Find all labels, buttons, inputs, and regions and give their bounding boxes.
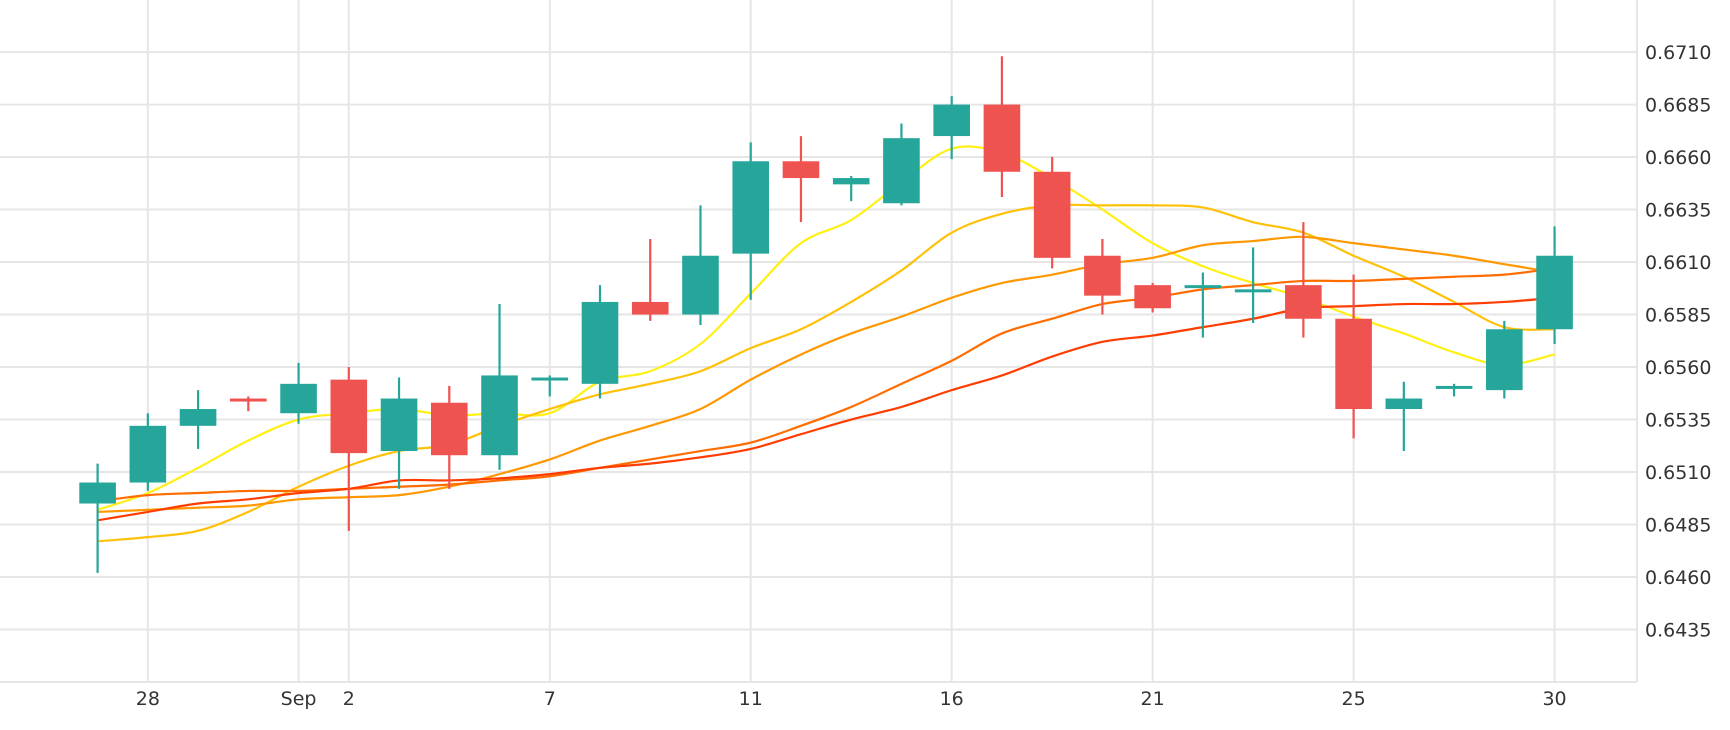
candle-down bbox=[1285, 222, 1322, 338]
candle-body bbox=[1486, 329, 1523, 391]
candle-down bbox=[1335, 274, 1372, 439]
candle-up bbox=[1486, 320, 1523, 399]
candle-body bbox=[581, 301, 619, 384]
y-tick-label: 0.6710 bbox=[1645, 42, 1711, 64]
candle-body bbox=[1084, 255, 1121, 296]
candle-up bbox=[481, 304, 518, 470]
candle-body bbox=[230, 398, 267, 402]
y-tick-label: 0.6635 bbox=[1645, 200, 1711, 222]
x-tick-label: 25 bbox=[1342, 688, 1366, 710]
candle-body bbox=[631, 301, 669, 315]
candle-up bbox=[1536, 226, 1573, 344]
candle-body bbox=[330, 379, 368, 454]
grid bbox=[0, 0, 1638, 683]
candle-down bbox=[782, 136, 820, 223]
candle-body bbox=[1134, 285, 1171, 309]
candle-up bbox=[732, 142, 770, 300]
candle-body bbox=[1536, 255, 1573, 330]
candle-down bbox=[1033, 157, 1071, 269]
candle-up bbox=[129, 413, 167, 491]
x-tick-label: 2 bbox=[343, 688, 355, 710]
candle-up bbox=[79, 463, 116, 573]
candle-up bbox=[682, 205, 719, 326]
x-tick-label: Sep bbox=[281, 688, 317, 710]
candle-body bbox=[79, 482, 116, 504]
candle-up bbox=[832, 175, 870, 202]
candle-body bbox=[531, 377, 569, 381]
candle-body bbox=[933, 104, 970, 137]
candle-body bbox=[1285, 285, 1322, 319]
candle-body bbox=[1435, 385, 1473, 389]
candle-down bbox=[430, 385, 468, 489]
candle-body bbox=[1033, 171, 1071, 258]
candle-body bbox=[1335, 318, 1372, 410]
candle-body bbox=[732, 161, 770, 254]
candle-body bbox=[832, 178, 870, 185]
candle-up bbox=[179, 390, 217, 449]
candle-up bbox=[531, 375, 569, 397]
candle-body bbox=[179, 409, 217, 426]
candle-body bbox=[1385, 398, 1423, 410]
candle-body bbox=[430, 402, 468, 456]
candle-down bbox=[330, 367, 368, 531]
y-tick-label: 0.6560 bbox=[1645, 357, 1711, 379]
x-axis: 28 Sep 2 7 11 16 21 25 30 bbox=[136, 688, 1567, 710]
y-tick-label: 0.6685 bbox=[1645, 95, 1711, 117]
candle-down bbox=[983, 56, 1021, 197]
x-tick-label: 30 bbox=[1542, 688, 1566, 710]
y-tick-label: 0.6585 bbox=[1645, 305, 1711, 327]
x-tick-label: 7 bbox=[544, 688, 556, 710]
candle-up bbox=[1184, 272, 1222, 338]
candle-down bbox=[1084, 238, 1121, 315]
ma-2-line bbox=[97, 203, 1555, 543]
candle-body bbox=[682, 255, 719, 315]
x-tick-label: 28 bbox=[136, 688, 160, 710]
y-tick-label: 0.6460 bbox=[1645, 567, 1711, 589]
ma-3-line bbox=[97, 235, 1555, 514]
candle-down bbox=[230, 396, 267, 412]
y-tick-label: 0.6435 bbox=[1645, 620, 1711, 642]
candle-body bbox=[129, 425, 167, 483]
candle-up bbox=[1234, 247, 1272, 323]
candle-body bbox=[782, 161, 820, 179]
candle-body bbox=[380, 398, 418, 452]
candle-body bbox=[1234, 289, 1272, 293]
candle-up bbox=[1435, 383, 1473, 397]
y-tick-label: 0.6535 bbox=[1645, 410, 1711, 432]
candles bbox=[79, 56, 1573, 573]
candle-up bbox=[380, 377, 418, 489]
candle-body bbox=[280, 383, 317, 414]
candle-down bbox=[631, 238, 669, 321]
candle-up bbox=[280, 362, 317, 424]
y-tick-label: 0.6485 bbox=[1645, 515, 1711, 537]
candle-body bbox=[1184, 285, 1222, 289]
candle-up bbox=[883, 123, 920, 206]
x-tick-label: 11 bbox=[739, 688, 763, 710]
y-tick-label: 0.6610 bbox=[1645, 252, 1711, 274]
candle-body bbox=[983, 104, 1021, 172]
candle-up bbox=[933, 96, 970, 160]
y-tick-label: 0.6510 bbox=[1645, 462, 1711, 484]
x-tick-label: 16 bbox=[940, 688, 964, 710]
candle-body bbox=[481, 375, 518, 456]
candle-body bbox=[883, 138, 920, 204]
candle-down bbox=[1134, 283, 1171, 313]
y-axis: 0.6710 0.6685 0.6660 0.6635 0.6610 0.6585 0.65… bbox=[1645, 42, 1711, 641]
x-tick-label: 21 bbox=[1141, 688, 1165, 710]
y-tick-label: 0.6660 bbox=[1645, 147, 1711, 169]
candle-up bbox=[581, 285, 619, 399]
candle-up bbox=[1385, 381, 1423, 452]
